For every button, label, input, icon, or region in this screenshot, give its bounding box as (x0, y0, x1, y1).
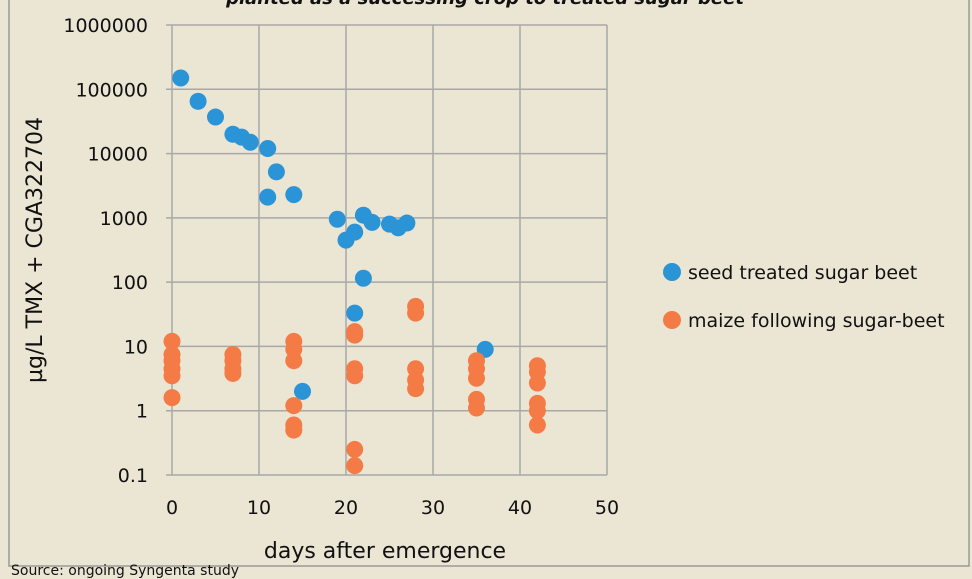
point (328, 210, 346, 228)
y-axis-label: µg/L TMX + CGA322704 (23, 117, 48, 383)
point (346, 440, 364, 458)
frame (8, 0, 970, 567)
x-tick-label: 0 (166, 497, 178, 519)
legend-marker (663, 263, 681, 281)
x-axis-label: days after emergence (264, 539, 506, 564)
point (267, 163, 285, 181)
point (259, 188, 277, 206)
x-tick-label: 40 (508, 497, 532, 519)
point (285, 397, 303, 415)
point (163, 367, 181, 385)
point (528, 374, 546, 392)
point (398, 214, 416, 232)
point (163, 332, 181, 350)
y-tick-label: 100000 (75, 79, 148, 101)
y-tick-label: 1000 (100, 208, 148, 230)
y-tick-label: 0.1 (118, 465, 148, 487)
x-tick-label: 30 (421, 497, 445, 519)
legend-label: maize following sugar-beet (688, 310, 945, 332)
legend-label: seed treated sugar beet (688, 262, 917, 284)
chart-title: planted as a successing crop to treated … (225, 0, 745, 9)
point (407, 304, 425, 322)
point (346, 223, 364, 241)
x-tick-label: 10 (247, 497, 271, 519)
legend-marker (663, 311, 681, 329)
point (346, 457, 364, 475)
point (528, 402, 546, 420)
point (285, 186, 303, 204)
point (346, 326, 364, 344)
point (241, 133, 259, 151)
y-tick-label: 100 (112, 272, 148, 294)
source-note: Source: ongoing Syngenta study (11, 563, 239, 579)
point (528, 416, 546, 434)
point (224, 364, 242, 382)
point (259, 139, 277, 157)
point (207, 108, 224, 126)
point (346, 367, 364, 385)
y-tick-label: 10000 (88, 144, 148, 166)
x-tick-label: 50 (595, 497, 619, 519)
point (189, 92, 207, 110)
point (363, 213, 381, 231)
point (468, 369, 485, 387)
point (285, 421, 303, 439)
x-tick-label: 20 (334, 497, 358, 519)
y-tick-label: 1 (136, 401, 148, 423)
y-tick-label: 10 (124, 336, 148, 358)
point (354, 269, 372, 287)
point (163, 389, 181, 407)
point (468, 399, 485, 417)
point (285, 352, 303, 370)
y-tick-label: 1000000 (63, 15, 148, 37)
point (294, 382, 311, 400)
point (407, 380, 425, 398)
point (172, 69, 190, 87)
point (346, 304, 364, 322)
